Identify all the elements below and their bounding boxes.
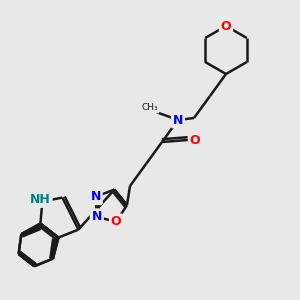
Text: CH₃: CH₃ xyxy=(142,103,158,112)
Text: N: N xyxy=(91,190,101,203)
Text: N: N xyxy=(173,113,183,127)
Text: NH: NH xyxy=(30,193,51,206)
Text: N: N xyxy=(92,210,102,223)
Text: O: O xyxy=(221,20,231,32)
Text: O: O xyxy=(190,134,200,146)
Text: O: O xyxy=(111,215,122,228)
